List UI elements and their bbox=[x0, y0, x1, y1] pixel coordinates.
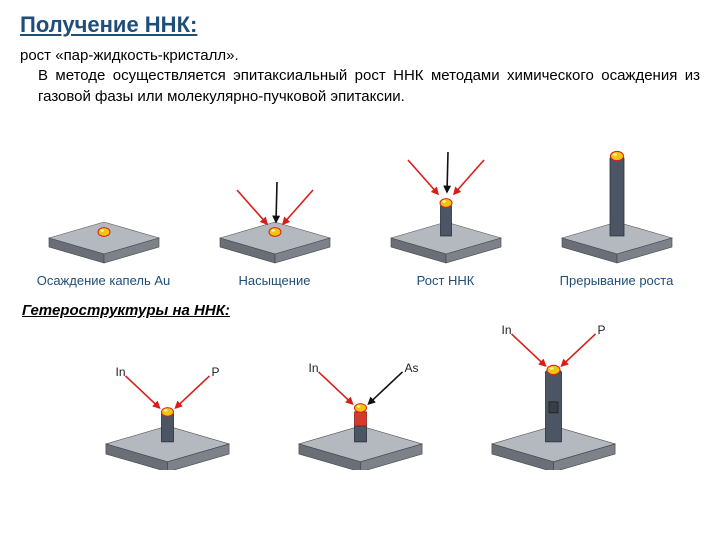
desc-lead: рост «пар-жидкость-кристалл». bbox=[20, 46, 700, 66]
hetero-2: In As bbox=[273, 325, 448, 470]
svg-text:In: In bbox=[501, 325, 511, 337]
hetero-row: In P In As In P bbox=[20, 325, 700, 470]
hetero-3: In P bbox=[466, 325, 641, 470]
stage-3-caption: Рост ННК bbox=[417, 273, 475, 288]
stage-4: Прерывание роста bbox=[533, 121, 700, 288]
hetero-1: In P bbox=[80, 325, 255, 470]
page-title: Получение ННК: bbox=[20, 12, 700, 38]
subheading: Гетероструктуры на ННК: bbox=[22, 302, 700, 319]
stage-1: Осаждение капель Au bbox=[20, 121, 187, 288]
desc-body: В методе осуществляется эпитаксиальный р… bbox=[20, 66, 700, 107]
stage-1-caption: Осаждение капель Au bbox=[37, 273, 171, 288]
description: рост «пар-жидкость-кристалл». В методе о… bbox=[20, 46, 700, 107]
svg-text:In: In bbox=[115, 365, 125, 379]
stage-4-caption: Прерывание роста bbox=[560, 273, 674, 288]
stage-3: Рост ННК bbox=[362, 121, 529, 288]
svg-text:P: P bbox=[597, 325, 605, 337]
svg-text:In: In bbox=[308, 361, 318, 375]
svg-text:P: P bbox=[211, 365, 219, 379]
svg-text:As: As bbox=[404, 361, 418, 375]
stage-2: Насыщение bbox=[191, 121, 358, 288]
stage-2-caption: Насыщение bbox=[239, 273, 311, 288]
stages-row: Осаждение капель Au Насыщение Рост ННК bbox=[20, 121, 700, 288]
